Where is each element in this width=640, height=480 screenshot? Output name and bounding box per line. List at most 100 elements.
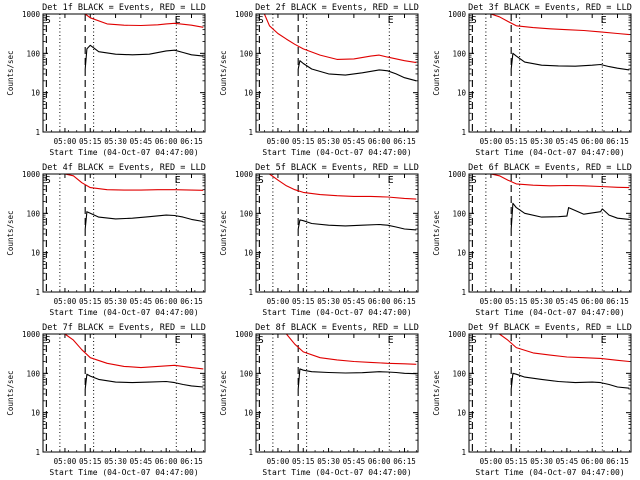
plot-frame: [255, 333, 419, 453]
start-marker-label: S: [471, 15, 477, 26]
y-tick-label: 1000: [448, 10, 467, 19]
x-tick-label: 05:30: [530, 457, 553, 466]
chart-panel: Det 9f BLACK = Events, RED = LLD Start Ti…: [432, 323, 632, 477]
x-axis-label: Start Time (04-Oct-07 04:47:00): [49, 308, 198, 317]
y-tick-label: 100: [452, 369, 466, 378]
x-tick-label: 05:30: [530, 137, 553, 146]
x-tick-label: 05:45: [130, 457, 153, 466]
chart-panel: Det 4f BLACK = Events, RED = LLD Start Ti…: [6, 163, 206, 317]
x-tick-label: 06:15: [180, 137, 203, 146]
series-line-lld: [285, 333, 417, 365]
y-tick-label: 10: [457, 409, 467, 418]
end-marker-label: E: [388, 175, 394, 186]
x-tick-label: 05:00: [480, 457, 503, 466]
start-marker-label: S: [258, 15, 264, 26]
series-line-events: [84, 373, 204, 390]
x-tick-label: 05:00: [480, 297, 503, 306]
chart-title: Det 3f BLACK = Events, RED = LLD: [468, 3, 632, 13]
series-line-events: [510, 52, 630, 71]
x-tick-label: 06:00: [581, 457, 604, 466]
plot-frame: [42, 333, 206, 453]
chart-panel: Det 8f BLACK = Events, RED = LLD Start Ti…: [219, 323, 419, 477]
plot-frame: [468, 173, 632, 293]
series-line-lld: [269, 173, 417, 200]
y-tick-label: 1000: [22, 330, 41, 339]
end-marker-label: E: [601, 175, 607, 186]
x-tick-label: 05:45: [556, 457, 579, 466]
start-marker-label: S: [258, 335, 264, 346]
end-marker-label: E: [175, 335, 181, 346]
x-tick-label: 05:30: [104, 457, 127, 466]
x-tick-label: 05:45: [130, 297, 153, 306]
x-tick-label: 05:15: [505, 457, 528, 466]
x-tick-label: 05:15: [505, 297, 528, 306]
chart-title: Det 5f BLACK = Events, RED = LLD: [255, 163, 419, 173]
plot-frame: [468, 13, 632, 133]
y-tick-label: 10: [31, 249, 41, 258]
x-tick-label: 06:15: [180, 297, 203, 306]
plot-frame: [42, 13, 206, 133]
y-tick-label: 100: [239, 209, 253, 218]
y-axis-label: Counts/sec: [6, 370, 15, 415]
series-line-events: [84, 44, 204, 70]
start-marker-label: S: [471, 175, 477, 186]
plot-frame: [468, 333, 632, 453]
x-axis-label: Start Time (04-Oct-07 04:47:00): [475, 468, 624, 477]
y-tick-label: 100: [26, 209, 40, 218]
y-tick-label: 10: [244, 409, 254, 418]
x-tick-label: 05:30: [317, 297, 340, 306]
chart-title: Det 8f BLACK = Events, RED = LLD: [255, 323, 419, 333]
x-tick-label: 05:00: [54, 137, 77, 146]
x-tick-label: 05:30: [317, 137, 340, 146]
x-tick-label: 05:45: [343, 457, 366, 466]
x-tick-label: 05:30: [104, 137, 127, 146]
series-line-events: [510, 372, 630, 390]
chart-panel: Det 6f BLACK = Events, RED = LLD Start Ti…: [432, 163, 632, 317]
start-marker-label: S: [471, 335, 477, 346]
chart-panel: Det 3f BLACK = Events, RED = LLD Start Ti…: [432, 3, 632, 157]
series-line-events: [297, 368, 417, 390]
start-marker-label: S: [45, 15, 51, 26]
x-tick-label: 05:00: [54, 297, 77, 306]
x-axis-label: Start Time (04-Oct-07 04:47:00): [262, 148, 411, 157]
end-marker-label: E: [601, 335, 607, 346]
y-tick-label: 100: [452, 209, 466, 218]
y-tick-label: 1: [35, 288, 40, 297]
y-tick-label: 1: [461, 288, 466, 297]
series-line-lld: [499, 333, 630, 363]
x-axis-label: Start Time (04-Oct-07 04:47:00): [262, 468, 411, 477]
x-tick-label: 05:15: [79, 297, 102, 306]
y-tick-label: 1000: [22, 170, 41, 179]
x-tick-label: 05:15: [292, 457, 315, 466]
chart-title: Det 4f BLACK = Events, RED = LLD: [42, 163, 206, 173]
x-tick-label: 06:00: [368, 137, 391, 146]
x-axis-label: Start Time (04-Oct-07 04:47:00): [475, 148, 624, 157]
y-tick-label: 1: [248, 448, 253, 457]
y-tick-label: 100: [26, 49, 40, 58]
y-tick-label: 100: [239, 369, 253, 378]
chart-title: Det 6f BLACK = Events, RED = LLD: [468, 163, 632, 173]
y-axis-label: Counts/sec: [432, 370, 441, 415]
y-tick-label: 1: [248, 288, 253, 297]
y-tick-label: 1000: [235, 10, 254, 19]
x-tick-label: 06:00: [581, 297, 604, 306]
y-axis-label: Counts/sec: [432, 210, 441, 255]
x-tick-label: 05:45: [343, 137, 366, 146]
start-marker-label: S: [45, 335, 51, 346]
y-tick-label: 1000: [22, 10, 41, 19]
series-line-events: [297, 60, 417, 82]
x-axis-label: Start Time (04-Oct-07 04:47:00): [49, 148, 198, 157]
series-line-lld: [64, 333, 204, 370]
chart-panel: Det 7f BLACK = Events, RED = LLD Start Ti…: [6, 323, 206, 477]
x-tick-label: 06:15: [606, 457, 629, 466]
x-tick-label: 06:00: [368, 457, 391, 466]
x-tick-label: 05:15: [79, 457, 102, 466]
y-tick-label: 10: [31, 89, 41, 98]
x-tick-label: 05:45: [556, 297, 579, 306]
x-tick-label: 06:15: [393, 457, 416, 466]
series-line-events: [84, 211, 204, 230]
series-line-events: [510, 202, 630, 230]
y-tick-label: 1000: [448, 170, 467, 179]
end-marker-label: E: [388, 15, 394, 26]
